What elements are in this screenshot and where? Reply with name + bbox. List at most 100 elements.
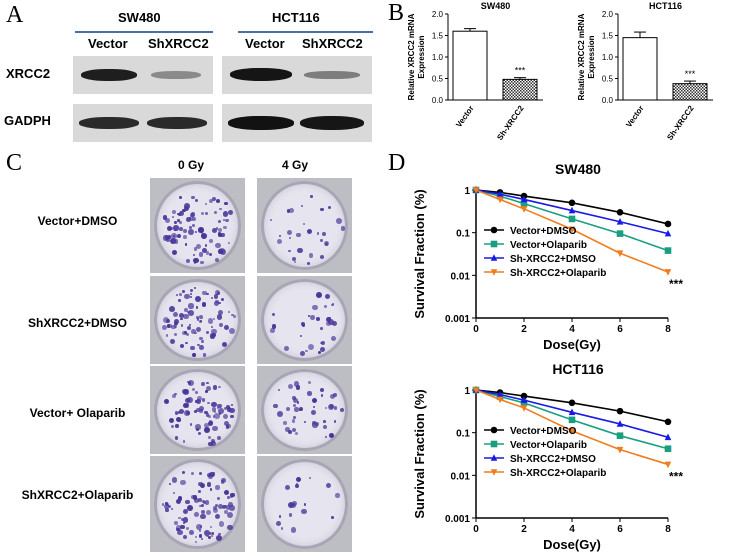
colony bbox=[182, 439, 186, 443]
y-tick-label: 0.001 bbox=[445, 514, 470, 525]
colony bbox=[292, 397, 298, 403]
colony bbox=[296, 233, 301, 238]
colony bbox=[183, 203, 190, 209]
colony bbox=[196, 316, 199, 319]
colony bbox=[291, 427, 297, 433]
colony bbox=[313, 420, 317, 424]
colony bbox=[174, 321, 179, 326]
colony bbox=[218, 301, 221, 305]
colony bbox=[286, 229, 292, 235]
culture-dish-photo bbox=[150, 456, 245, 552]
colony bbox=[170, 507, 174, 511]
colony bbox=[198, 483, 201, 486]
colony bbox=[184, 307, 189, 312]
colony bbox=[186, 217, 191, 223]
colony bbox=[206, 381, 209, 384]
colony bbox=[186, 325, 191, 330]
band bbox=[147, 117, 207, 129]
colony bbox=[175, 525, 182, 531]
colony bbox=[188, 310, 194, 316]
colony bbox=[191, 387, 195, 391]
colony bbox=[182, 508, 188, 515]
colony bbox=[318, 351, 321, 355]
colony bbox=[308, 476, 312, 480]
colony bbox=[180, 317, 183, 321]
colony bbox=[181, 290, 185, 293]
colony bbox=[320, 342, 323, 345]
colony bbox=[184, 389, 189, 394]
x-tick-label: 4 bbox=[569, 324, 575, 335]
colony bbox=[311, 397, 318, 404]
colony bbox=[335, 493, 340, 498]
colony bbox=[301, 321, 306, 327]
colony bbox=[328, 403, 335, 409]
data-point bbox=[616, 230, 624, 237]
colony bbox=[336, 218, 343, 225]
bar-chart-hct116: HCT116 0.0 0.5 1.0 1.5 2.0 Relative XRCC2 mRNA… bbox=[577, 1, 713, 142]
colony bbox=[202, 248, 208, 254]
colony bbox=[172, 250, 178, 256]
colony bbox=[197, 343, 201, 347]
colony bbox=[219, 208, 222, 211]
data-point bbox=[520, 405, 528, 412]
data-point bbox=[490, 226, 498, 234]
colony bbox=[200, 513, 206, 520]
colony bbox=[333, 420, 337, 423]
colony bbox=[196, 327, 202, 333]
colony bbox=[340, 226, 346, 231]
series-line bbox=[475, 189, 669, 235]
band bbox=[151, 71, 201, 79]
colony bbox=[278, 515, 282, 518]
band bbox=[79, 117, 139, 129]
colony bbox=[208, 435, 212, 439]
colony bbox=[202, 353, 206, 357]
colony bbox=[180, 524, 185, 530]
colony bbox=[330, 394, 336, 400]
row-label-vector-olaparib: Vector+ Olaparib bbox=[29, 406, 126, 420]
colony bbox=[292, 403, 297, 408]
colony bbox=[326, 482, 332, 488]
colony bbox=[332, 320, 338, 326]
colony bbox=[166, 225, 172, 232]
colony bbox=[191, 196, 195, 200]
colony bbox=[174, 332, 178, 336]
colony bbox=[169, 306, 175, 312]
colony bbox=[201, 340, 204, 343]
colony bbox=[295, 482, 299, 486]
colony bbox=[195, 523, 202, 530]
colony bbox=[195, 535, 198, 538]
colony bbox=[175, 293, 178, 297]
legend-label: Sh-XRCC2+DMSO bbox=[510, 454, 596, 465]
colony bbox=[209, 333, 215, 339]
colony bbox=[171, 324, 176, 330]
colony bbox=[203, 410, 208, 415]
colony bbox=[222, 341, 228, 347]
colony bbox=[288, 501, 294, 508]
colony bbox=[222, 218, 225, 221]
colony bbox=[165, 334, 169, 337]
colony bbox=[205, 509, 212, 515]
colony bbox=[212, 317, 216, 321]
colony bbox=[195, 295, 202, 302]
colony bbox=[193, 286, 197, 290]
significance-label: *** bbox=[685, 69, 696, 79]
colony bbox=[233, 315, 237, 319]
series-line bbox=[475, 189, 669, 225]
colony bbox=[168, 324, 173, 329]
colony bbox=[312, 422, 318, 428]
colony bbox=[289, 207, 295, 214]
colony bbox=[210, 440, 216, 446]
colony bbox=[184, 243, 187, 246]
colony bbox=[223, 490, 229, 496]
colony bbox=[205, 202, 208, 206]
colony bbox=[189, 423, 193, 426]
colony bbox=[295, 385, 301, 390]
colony bbox=[192, 494, 198, 500]
y-axis-label: Relative XRCC2 mRNAExpression bbox=[407, 13, 426, 100]
colony bbox=[199, 529, 202, 532]
colony bbox=[209, 471, 215, 478]
colony bbox=[215, 199, 221, 204]
colony bbox=[176, 212, 179, 216]
data-point bbox=[664, 433, 672, 441]
colony bbox=[207, 473, 212, 478]
